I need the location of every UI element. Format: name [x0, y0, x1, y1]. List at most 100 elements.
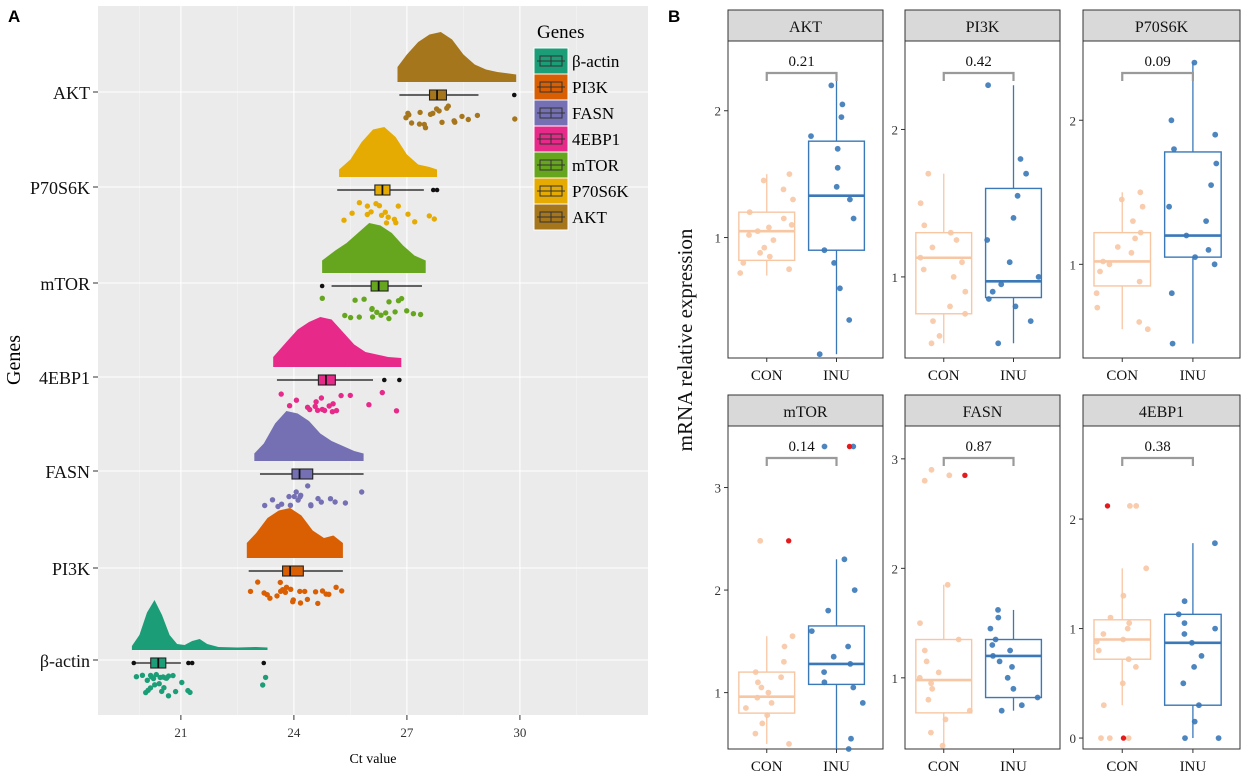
y-tick-label: 0 — [1070, 731, 1077, 746]
data-point — [1097, 268, 1103, 275]
data-point — [426, 213, 432, 219]
data-point — [847, 661, 854, 667]
data-point — [998, 707, 1005, 714]
data-point — [757, 537, 764, 544]
data-point — [382, 209, 388, 215]
x-tick-label: CON — [928, 759, 960, 775]
box — [317, 374, 336, 386]
data-point — [1009, 664, 1015, 670]
box — [807, 625, 866, 686]
data-point — [780, 186, 787, 193]
x-tick-label: CON — [751, 368, 783, 384]
density-cloud — [254, 411, 364, 461]
facet-4: FASN 1 2 3 CON INU 0.87 — [892, 394, 1061, 775]
data-point — [781, 643, 788, 650]
boxplot-facets-chart: mRNA relative expression AKT 1 2 CON INU 0.21 P… — [673, 9, 1241, 775]
significance-bracket — [1121, 456, 1194, 466]
data-point — [297, 588, 303, 595]
data-point — [159, 688, 165, 695]
facet-strip — [1082, 9, 1241, 42]
data-point — [765, 689, 772, 696]
data-point — [364, 203, 371, 209]
outlier-point — [1104, 503, 1111, 509]
data-point — [187, 689, 193, 696]
data-point — [786, 266, 792, 273]
data-point — [179, 679, 185, 686]
data-point — [1125, 656, 1132, 663]
data-point — [139, 672, 146, 678]
data-point — [318, 395, 325, 401]
data-point — [746, 232, 752, 238]
x-tick-label: 30 — [513, 725, 526, 740]
data-point — [347, 314, 354, 321]
box — [282, 565, 304, 577]
data-point — [305, 483, 311, 489]
data-point — [850, 684, 857, 691]
data-point — [1132, 235, 1138, 242]
data-point — [147, 685, 154, 691]
x-tick-label: 21 — [174, 725, 187, 740]
data-point — [757, 249, 763, 256]
density-cloud — [246, 508, 343, 558]
data-point — [1168, 117, 1175, 124]
data-point — [361, 296, 367, 302]
data-point — [837, 285, 843, 292]
significance-bracket — [942, 71, 1015, 81]
y-tick-label: β-actin — [40, 651, 90, 671]
data-point — [996, 658, 1003, 665]
data-point — [262, 502, 268, 509]
data-point — [404, 308, 410, 314]
x-tick-label: CON — [928, 368, 960, 384]
outlier-point — [189, 660, 195, 666]
data-point — [790, 196, 796, 203]
legend-item: mTOR — [533, 151, 620, 179]
y-tick-label: P70S6K — [30, 178, 90, 198]
data-point — [764, 712, 771, 719]
data-point — [326, 591, 332, 597]
p-value-label: 0.14 — [789, 439, 816, 455]
data-point — [1007, 647, 1013, 654]
y-tick-label: 3 — [715, 481, 722, 496]
density-cloud — [131, 600, 268, 650]
facet-panel — [727, 425, 884, 750]
data-point — [290, 597, 296, 603]
data-point — [314, 407, 321, 413]
x-tick-label: INU — [1000, 759, 1027, 775]
data-point — [1180, 680, 1187, 687]
box — [984, 187, 1043, 299]
data-point — [959, 259, 965, 266]
data-point — [315, 600, 321, 607]
data-point — [1189, 639, 1195, 646]
raincloud-chart: 21 24 27 30 Ct value Genes β-actin PI3K FASN 4EBP… — [3, 6, 648, 767]
data-point — [758, 684, 765, 691]
p-value-label: 0.87 — [966, 439, 993, 455]
data-point — [786, 171, 793, 178]
y-tick-label: 1 — [715, 231, 722, 246]
group-INU — [1163, 59, 1222, 347]
legend-item: β-actin — [533, 47, 620, 75]
data-point — [928, 680, 934, 687]
facet-0: AKT 1 2 CON INU 0.21 — [715, 9, 884, 384]
data-point — [286, 493, 292, 500]
data-point — [293, 489, 299, 495]
data-point — [304, 596, 311, 603]
data-point — [430, 110, 436, 117]
density-cloud — [339, 127, 437, 177]
density-cloud — [273, 317, 402, 367]
data-point — [821, 247, 828, 254]
legend-title: Genes — [537, 22, 584, 43]
data-point — [953, 237, 960, 243]
data-point — [755, 679, 761, 686]
data-point — [921, 647, 928, 654]
y-tick-label: 1 — [715, 686, 722, 701]
data-point — [944, 581, 951, 588]
facet-strip — [727, 394, 884, 427]
data-point — [950, 274, 957, 280]
data-point — [342, 500, 349, 506]
group-INU — [984, 607, 1043, 714]
y-tick-label: 2 — [1070, 512, 1077, 527]
data-point — [1093, 290, 1100, 297]
data-point — [338, 392, 344, 399]
x-tick-label: 27 — [400, 725, 414, 740]
data-point — [1182, 735, 1188, 741]
